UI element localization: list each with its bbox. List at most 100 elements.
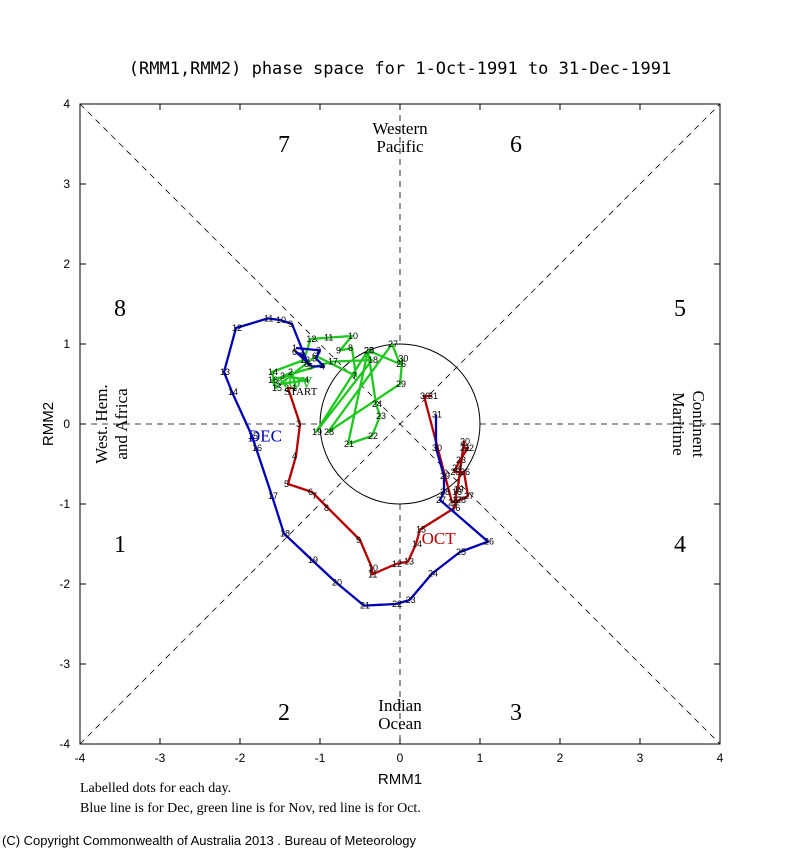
day-label: 29 (440, 471, 450, 481)
day-label: 30 (432, 443, 442, 453)
day-label: 15 (272, 383, 282, 393)
x-axis-label: RMM1 (378, 771, 422, 788)
day-label: 2 (288, 367, 293, 377)
copyright-text: (C) Copyright Commonwealth of Australia … (2, 833, 417, 848)
day-label: 23 (406, 595, 416, 605)
day-label: 9 (336, 345, 341, 355)
day-label: 23 (376, 411, 386, 421)
day-label: 30 (398, 353, 408, 363)
day-label: 20 (332, 577, 342, 587)
day-label: 2 (316, 345, 321, 355)
day-label: 1 (292, 383, 297, 393)
day-label: 12 (232, 323, 242, 333)
y-tick-label: 3 (63, 177, 70, 191)
day-label: 20 (364, 345, 374, 355)
day-label: 25 (456, 547, 466, 557)
day-label: 26 (460, 467, 470, 477)
chart-title: (RMM1,RMM2) phase space for 1-Oct-1991 t… (129, 59, 671, 79)
y-tick-label: -1 (59, 497, 70, 511)
series-name-oct: OCT (422, 529, 457, 548)
day-label: 29 (448, 497, 458, 507)
day-label: 8 (324, 503, 329, 513)
day-label: 13 (404, 557, 414, 567)
day-label: 7 (352, 371, 357, 381)
region-label-maritime-continent: Continent (689, 390, 708, 457)
day-label: 4 (292, 451, 297, 461)
series-line-oct (286, 386, 470, 576)
day-label: 19 (308, 555, 318, 565)
day-label: 26 (484, 537, 494, 547)
day-label: 24 (372, 399, 382, 409)
day-label: 16 (268, 375, 278, 385)
day-label: 7 (300, 351, 305, 361)
day-label: 29 (396, 379, 406, 389)
day-label: 14 (228, 387, 238, 397)
day-label: 10 (276, 315, 286, 325)
day-label: 28 (440, 487, 450, 497)
day-label: 24 (428, 569, 438, 579)
day-label: 31 (432, 409, 442, 419)
y-tick-label: -2 (59, 577, 70, 591)
day-label: 8 (348, 343, 353, 353)
day-label: 28 (456, 495, 466, 505)
day-label: 11 (324, 333, 333, 343)
day-label: 6 (312, 351, 317, 361)
day-label: 12 (392, 559, 402, 569)
day-label: 28 (324, 427, 334, 437)
region-label-west-hem-africa: and Africa (112, 388, 131, 460)
y-tick-label: 4 (63, 97, 70, 111)
phase-label-4: 4 (674, 532, 686, 558)
y-tick-label: 0 (63, 417, 70, 431)
series-line-nov (270, 334, 404, 446)
region-label-indian-ocean: Indian (378, 696, 422, 715)
y-tick-label: -3 (59, 657, 70, 671)
day-label: 21 (360, 601, 370, 611)
x-tick-label: 0 (397, 751, 404, 765)
day-label: 17 (452, 495, 462, 505)
day-label: 2 (284, 383, 289, 393)
region-label-western-pacific: Western (372, 119, 428, 138)
phase-label-6: 6 (510, 132, 522, 158)
x-tick-label: 4 (717, 751, 724, 765)
day-label: 3 (280, 371, 285, 381)
day-label: 23 (456, 455, 466, 465)
phase-label-2: 2 (278, 700, 290, 726)
day-label: 10 (348, 331, 358, 341)
day-label: 4 (304, 375, 309, 385)
day-label: 7 (312, 491, 317, 501)
day-label: 25 (364, 345, 374, 355)
day-label: 1 (292, 383, 297, 393)
y-tick-label: -4 (59, 737, 70, 751)
day-label: 16 (252, 443, 262, 453)
phase-label-7: 7 (278, 132, 290, 158)
region-label-western-pacific: Pacific (376, 137, 424, 156)
day-label: 8 (304, 359, 309, 369)
day-label: 5 (284, 479, 289, 489)
day-label: 22 (464, 443, 474, 453)
day-label: 17 (328, 357, 338, 367)
series-name-nov: NOV (276, 373, 314, 392)
x-tick-label: 2 (557, 751, 564, 765)
x-tick-label: -4 (75, 751, 86, 765)
day-label: 15 (248, 431, 258, 441)
day-label: 5 (308, 361, 313, 371)
day-label: 31 (428, 391, 438, 401)
day-label: 6 (292, 347, 297, 357)
day-label: 16 (450, 503, 460, 513)
day-label: 5 (276, 379, 281, 389)
day-label: 19 (312, 427, 322, 437)
region-label-maritime-continent: Maritime (669, 392, 688, 455)
footer-note-dots: Labelled dots for each day. (80, 781, 231, 796)
day-label: 18 (368, 355, 378, 365)
day-label: 27 (436, 495, 446, 505)
y-tick-label: 1 (63, 337, 70, 351)
day-label: 25 (450, 467, 460, 477)
phase-label-8: 8 (114, 296, 126, 322)
day-label: 24 (452, 463, 462, 473)
x-tick-label: 1 (477, 751, 484, 765)
